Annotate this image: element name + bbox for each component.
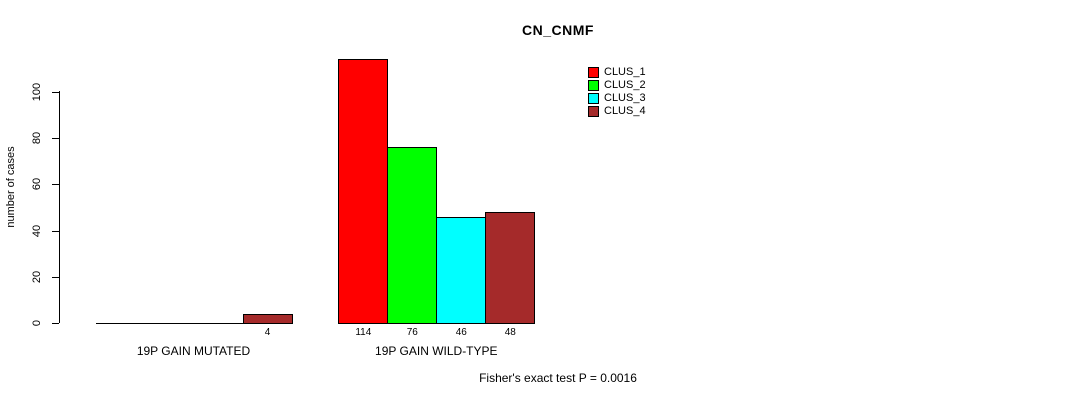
- bar-value-label: 114: [355, 327, 372, 338]
- bar-clus_2-group2: [387, 147, 438, 324]
- bar-value-label: 76: [406, 327, 418, 338]
- legend-swatch-clus_4: [588, 106, 599, 117]
- y-tick-label: 100: [31, 82, 43, 101]
- legend-row: CLUS_1: [588, 66, 646, 79]
- chart-title: CN_CNMF: [522, 22, 594, 38]
- y-tick-label: 20: [31, 270, 43, 283]
- legend-row: CLUS_4: [588, 105, 646, 118]
- legend-label: CLUS_4: [604, 105, 646, 117]
- bar-value-label: 46: [455, 327, 467, 338]
- annotation-text: Fisher's exact test P = 0.0016: [479, 371, 637, 385]
- y-tick-label: 80: [31, 131, 43, 145]
- x-category-label: 19P GAIN MUTATED: [136, 344, 251, 358]
- bar-value-label: 4: [264, 327, 271, 338]
- legend-row: CLUS_2: [588, 79, 646, 92]
- legend-swatch-clus_3: [588, 93, 599, 104]
- y-tick-mark: [52, 91, 59, 93]
- y-tick-mark: [52, 184, 59, 186]
- y-tick-mark: [52, 230, 59, 232]
- y-tick-mark: [52, 323, 59, 324]
- legend-swatch-clus_2: [588, 80, 599, 91]
- x-category-label: 19P GAIN WILD-TYPE: [375, 344, 498, 358]
- y-tick-mark: [52, 276, 59, 278]
- group-baseline: [95, 323, 293, 324]
- legend-row: CLUS_3: [588, 92, 646, 105]
- legend: CLUS_1 CLUS_2 CLUS_3 CLUS_4: [588, 66, 646, 118]
- bar-clus_4-group2: [485, 212, 536, 324]
- bar-clus_4-group1: [242, 314, 293, 324]
- bar-clus_3-group2: [436, 217, 487, 324]
- y-tick-label: 40: [31, 224, 43, 237]
- y-tick-label: 0: [31, 319, 43, 327]
- y-tick-label: 60: [31, 178, 43, 191]
- y-tick-mark: [52, 138, 59, 139]
- bar-value-label: 48: [504, 327, 516, 338]
- y-axis-line: [59, 91, 60, 323]
- legend-label: CLUS_1: [604, 66, 646, 78]
- y-axis-label: number of cases: [5, 146, 17, 228]
- legend-swatch-clus_1: [588, 67, 599, 78]
- bar-clus_1-group2: [338, 59, 389, 324]
- legend-label: CLUS_2: [604, 79, 646, 91]
- legend-label: CLUS_3: [604, 92, 646, 104]
